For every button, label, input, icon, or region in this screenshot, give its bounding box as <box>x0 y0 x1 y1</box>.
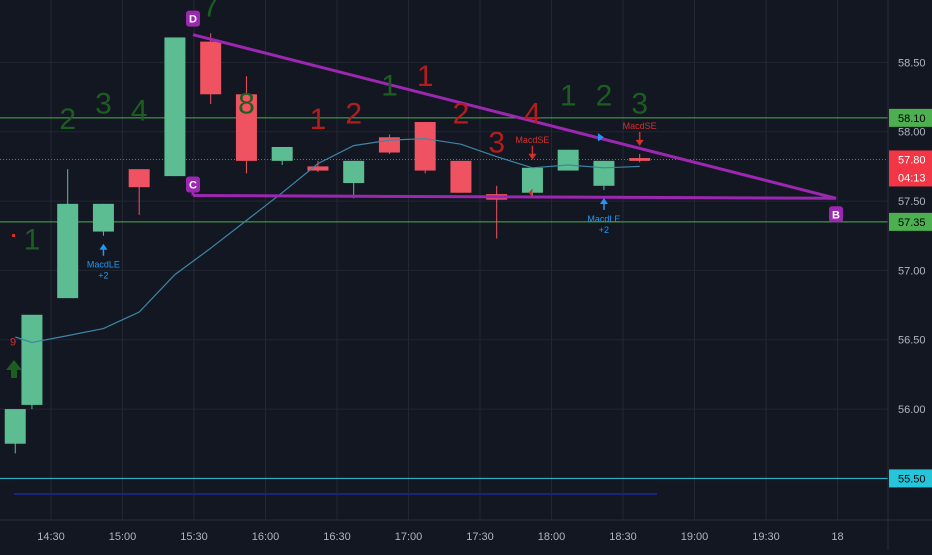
level-badge-label: 57.35 <box>898 217 926 229</box>
pattern-point-C-label: C <box>189 180 197 192</box>
price-tick-label: 57.00 <box>898 265 926 277</box>
moving-average-line <box>15 138 640 344</box>
sequence-number: 2 <box>59 103 76 136</box>
small-red-dot <box>12 234 15 237</box>
short-arrow-icon <box>528 153 537 160</box>
level-badge[interactable] <box>889 212 932 231</box>
sequence-number: 7 <box>202 0 219 24</box>
sequence-number: 1 <box>417 60 434 93</box>
candle-body[interactable] <box>414 122 436 171</box>
sequence-number: 1 <box>560 79 577 112</box>
sequence-number: 4 <box>131 95 148 128</box>
candle-body[interactable] <box>57 203 79 299</box>
countdown-label: 04:13 <box>898 172 926 184</box>
candle-body[interactable] <box>128 169 150 188</box>
sequence-number: 1 <box>24 224 41 257</box>
up-arrow-icon <box>6 360 22 378</box>
small-mark: 9 <box>10 336 16 348</box>
sequence-number: 3 <box>631 88 648 121</box>
long-signal-qty: +2 <box>98 271 108 281</box>
long-signal-label: MacdLE <box>87 260 120 270</box>
long-arrow-icon <box>599 197 608 204</box>
candle-body[interactable] <box>343 160 365 184</box>
time-tick-label: 17:30 <box>466 531 494 543</box>
time-tick-label: 15:00 <box>109 531 137 543</box>
candle-body[interactable] <box>593 160 615 186</box>
sequence-number: 2 <box>596 79 613 112</box>
candle-body[interactable] <box>271 146 293 161</box>
candle-body[interactable] <box>521 167 543 193</box>
candle-body[interactable] <box>235 94 257 161</box>
pattern-triangle[interactable] <box>192 33 837 200</box>
time-tick-label: 15:30 <box>180 531 208 543</box>
sequence-number: 3 <box>488 127 505 160</box>
time-tick-label: 18:00 <box>538 531 566 543</box>
long-arrow-icon <box>99 243 108 250</box>
price-tick-label: 56.50 <box>898 335 926 347</box>
small-tick-icon <box>528 188 533 197</box>
sequence-number: 2 <box>453 97 470 130</box>
candle-body[interactable] <box>4 409 26 444</box>
time-tick-label: 19:30 <box>752 531 780 543</box>
candle-body[interactable] <box>450 160 472 193</box>
level-badge-label: 58.10 <box>898 113 926 125</box>
pattern-point-B-badge[interactable] <box>829 206 843 223</box>
price-tick-label: 56.00 <box>898 404 926 416</box>
pattern-point-D-badge[interactable] <box>186 10 200 27</box>
price-tick-label: 58.50 <box>898 57 926 69</box>
time-tick-label: 16:00 <box>252 531 280 543</box>
short-signal-label: MacdSE <box>623 121 657 131</box>
sequence-number: 1 <box>310 103 327 136</box>
time-tick-label: 18:30 <box>609 531 637 543</box>
candle-body[interactable] <box>200 41 222 95</box>
sequence-number: 2 <box>345 97 362 130</box>
candle-body[interactable] <box>164 37 186 177</box>
time-tick-label: 17:00 <box>395 531 423 543</box>
price-tick-label: 58.00 <box>898 127 926 139</box>
current-price-label: 57.80 <box>898 154 926 166</box>
candle-body[interactable] <box>629 158 651 161</box>
current-price-badge[interactable] <box>889 150 932 187</box>
short-signal-label: MacdSE <box>515 135 549 145</box>
level-badge[interactable] <box>889 469 932 488</box>
short-arrow-icon <box>635 139 644 146</box>
long-signal-qty: +2 <box>599 225 609 235</box>
sequence-number: 1 <box>381 70 398 103</box>
sequence-number: 4 <box>524 97 541 130</box>
long-signal-label: MacdLE <box>587 214 620 224</box>
level-badge-label: 55.50 <box>898 473 926 485</box>
price-tick-label: 57.50 <box>898 196 926 208</box>
pattern-point-B-label: B <box>832 209 840 221</box>
time-tick-label: 18 <box>831 531 843 543</box>
pattern-point-C-badge[interactable] <box>186 176 200 193</box>
sequence-number: 8 <box>238 88 255 121</box>
time-tick-label: 14:30 <box>37 531 65 543</box>
time-tick-label: 16:30 <box>323 531 351 543</box>
pattern-point-D-label: D <box>189 14 197 26</box>
candle-body[interactable] <box>307 166 329 171</box>
time-tick-label: 19:00 <box>681 531 709 543</box>
small-pointer-icon <box>597 133 604 142</box>
candle-body[interactable] <box>21 314 43 405</box>
candle-body[interactable] <box>557 149 579 171</box>
sequence-number: 3 <box>95 88 112 121</box>
level-badge[interactable] <box>889 108 932 127</box>
candle-body[interactable] <box>92 203 114 232</box>
